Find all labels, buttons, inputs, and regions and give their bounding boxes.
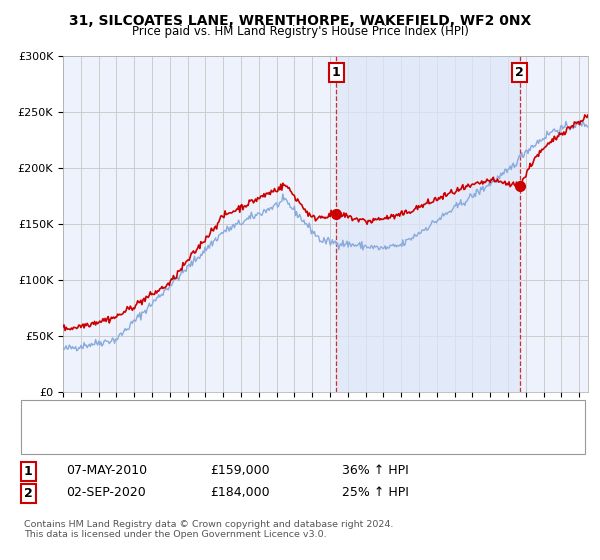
Text: Price paid vs. HM Land Registry's House Price Index (HPI): Price paid vs. HM Land Registry's House …: [131, 25, 469, 38]
Text: 02-SEP-2020: 02-SEP-2020: [66, 486, 146, 499]
Text: 2: 2: [24, 487, 33, 500]
Bar: [336, 56, 520, 392]
Text: HPI: Average price, semi-detached house, Wakefield: HPI: Average price, semi-detached house,…: [66, 436, 338, 446]
Text: £184,000: £184,000: [210, 486, 269, 499]
Text: 36% ↑ HPI: 36% ↑ HPI: [342, 464, 409, 477]
Text: 1: 1: [332, 66, 341, 79]
Text: —: —: [36, 401, 53, 419]
Text: 25% ↑ HPI: 25% ↑ HPI: [342, 486, 409, 499]
Text: 1: 1: [24, 465, 33, 478]
Text: Contains HM Land Registry data © Crown copyright and database right 2024.
This d: Contains HM Land Registry data © Crown c…: [24, 520, 394, 539]
Text: 2: 2: [515, 66, 524, 79]
Text: —: —: [36, 432, 53, 450]
Text: 31, SILCOATES LANE, WRENTHORPE, WAKEFIELD, WF2 0NX (semi-detached house): 31, SILCOATES LANE, WRENTHORPE, WAKEFIEL…: [66, 405, 497, 415]
Text: 31, SILCOATES LANE, WRENTHORPE, WAKEFIELD, WF2 0NX: 31, SILCOATES LANE, WRENTHORPE, WAKEFIEL…: [69, 14, 531, 28]
Text: 07-MAY-2010: 07-MAY-2010: [66, 464, 147, 477]
Text: £159,000: £159,000: [210, 464, 269, 477]
